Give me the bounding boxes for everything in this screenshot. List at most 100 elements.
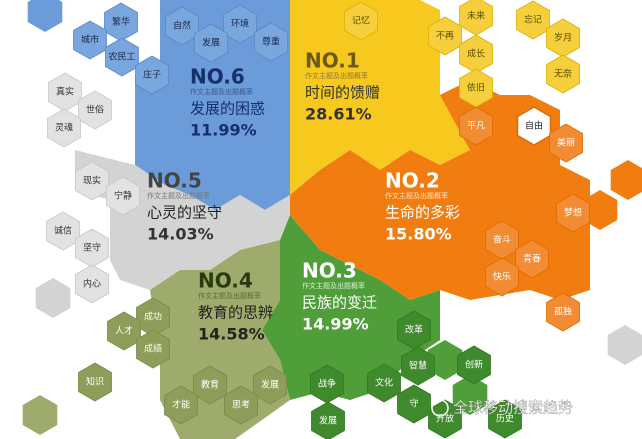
keyword-hex: [73, 20, 107, 60]
keyword-label: 历史: [496, 413, 514, 425]
keyword-label: 智慧: [409, 360, 427, 372]
keyword-label: 孤独: [554, 306, 572, 318]
keyword-label: 发展: [261, 379, 279, 391]
group-rank: NO.2: [385, 169, 440, 193]
keyword-hex: [556, 193, 590, 233]
keyword-label: 发展: [319, 415, 337, 427]
deco-hex: [452, 375, 488, 415]
keyword-hex: [223, 4, 257, 44]
keyword-hex: [397, 384, 431, 424]
keyword-label: 庄子: [143, 69, 161, 81]
keyword-label: 现实: [83, 175, 101, 187]
group-rank: NO.1: [305, 49, 360, 73]
keyword-label: 城市: [81, 34, 99, 46]
keyword-label: 尊重: [262, 36, 280, 48]
keyword-label: 坚守: [83, 242, 101, 254]
keyword-label: 改革: [405, 324, 423, 336]
keyword-label: 繁华: [112, 16, 130, 28]
keyword-label: 自由: [525, 120, 543, 132]
region-blue: [135, 0, 290, 210]
watermark-icon: [431, 399, 449, 417]
deco-hex: [607, 325, 642, 365]
keyword-hex: [224, 385, 258, 425]
keyword-label: 美丽: [557, 137, 575, 149]
keyword-hex: [516, 106, 552, 146]
keyword-hex: [488, 399, 522, 439]
keyword-label: 奋斗: [493, 234, 511, 246]
region-green: [262, 215, 440, 400]
keyword-label: 自然: [173, 20, 191, 32]
keyword-hex: [194, 23, 228, 63]
keyword-label: 发展: [202, 37, 220, 49]
keyword-label: 宁静: [114, 190, 132, 202]
keyword-label: 依旧: [467, 82, 485, 94]
group-percent: 14.58%: [198, 325, 265, 344]
group-name: 发展的困惑: [190, 100, 265, 118]
deco-hex: [22, 395, 58, 435]
keyword-hex: [75, 264, 109, 304]
keyword-hex: [46, 211, 80, 251]
keyword-label: 无奈: [554, 68, 572, 80]
group-percent: 28.61%: [305, 105, 372, 124]
deco-hex: [27, 0, 63, 32]
keyword-hex: [107, 311, 141, 351]
keyword-label: 文化: [375, 377, 393, 389]
group-name: 生命的多彩: [385, 204, 460, 222]
group-rank: NO.5: [147, 169, 202, 193]
keyword-hex: [311, 401, 345, 439]
group-name: 教育的思辨: [198, 304, 273, 322]
deco-hex: [427, 340, 463, 380]
group-rank: NO.3: [302, 259, 357, 283]
keyword-hex: [135, 55, 169, 95]
keyword-hex: [457, 345, 491, 385]
group-percent: 14.99%: [302, 315, 369, 334]
keyword-label: 人才: [115, 325, 133, 337]
keyword-hex: [78, 90, 112, 130]
group-subtitle: 作文主题及出题概率: [385, 191, 448, 200]
keyword-label: 内心: [83, 278, 101, 290]
group-name: 时间的馈赠: [305, 84, 380, 102]
keyword-hex: [367, 363, 401, 403]
keyword-hex: [459, 106, 493, 146]
keyword-hex: [164, 385, 198, 425]
keyword-label: 不再: [436, 31, 454, 42]
deco-hex: [582, 190, 618, 230]
keyword-label: 环境: [231, 18, 249, 30]
keyword-label: 灵魂: [55, 122, 73, 134]
keyword-hex: [165, 6, 199, 46]
keyword-hex: [253, 365, 287, 405]
keyword-label: 真实: [56, 86, 74, 98]
group-percent: 15.80%: [385, 225, 452, 244]
keyword-hex: [136, 329, 170, 369]
keyword-hex: [515, 239, 549, 279]
keyword-hex: [401, 346, 435, 386]
keyword-hex: [546, 292, 580, 332]
keyword-label: 思考: [232, 400, 250, 411]
keyword-label: 未来: [467, 10, 485, 22]
keyword-hex: [516, 0, 550, 40]
keyword-label: 世俗: [86, 104, 104, 116]
group-subtitle: 作文主题及出题概率: [190, 87, 253, 96]
keyword-hex: [254, 22, 288, 62]
keyword-label: 梦想: [564, 207, 582, 219]
keyword-label: 才能: [172, 399, 190, 411]
group-rank: NO.6: [190, 65, 245, 89]
group-name: 民族的变迁: [302, 294, 377, 312]
keyword-label: 守: [409, 398, 418, 410]
keyword-label: 知识: [86, 376, 104, 388]
keyword-label: 快乐: [493, 271, 511, 283]
group-percent: 14.03%: [147, 225, 214, 244]
keyword-label: 忘记: [524, 14, 542, 26]
keyword-label: 记忆: [352, 15, 370, 27]
keyword-hex: [549, 123, 583, 163]
group-name: 心灵的坚守: [147, 204, 222, 222]
group-subtitle: 作文主题及出题概率: [147, 191, 210, 200]
keyword-label: 诚信: [54, 225, 72, 237]
keyword-hex: [428, 16, 462, 56]
keyword-hex: [106, 176, 140, 216]
deco-hex: [35, 278, 71, 318]
keyword-label: 战争: [318, 378, 336, 390]
keyword-label: 创新: [465, 359, 483, 371]
group-rank: NO.4: [198, 269, 253, 293]
